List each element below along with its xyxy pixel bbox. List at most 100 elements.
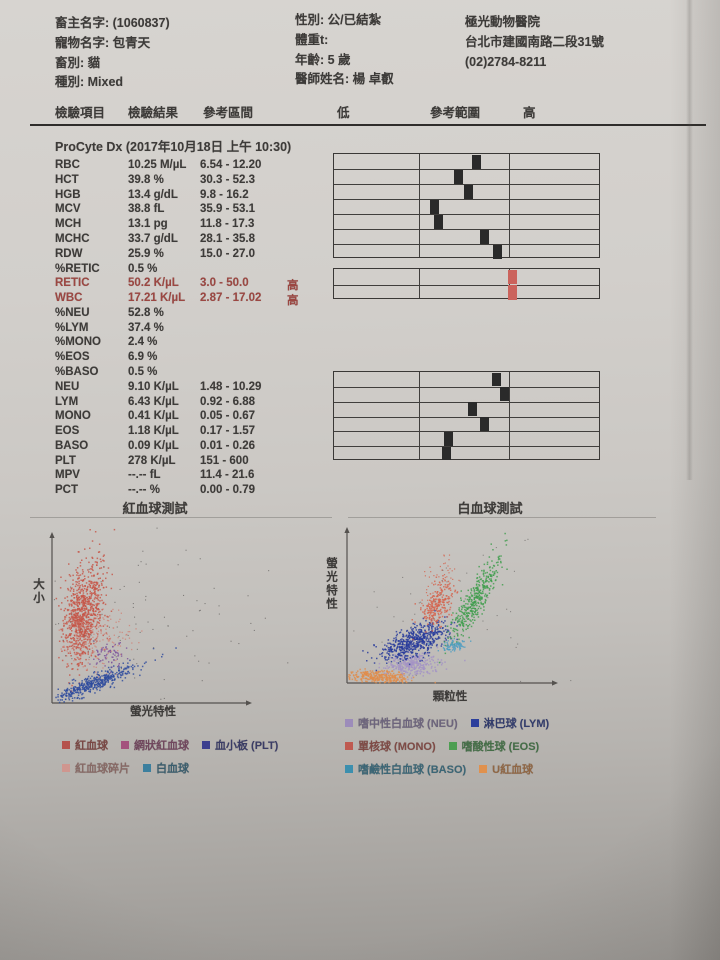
result-value: 9.10 K/µL [128,380,179,393]
param-name: HGB [55,188,81,201]
legend-chip-嗜酸性球 (EOS) [448,741,457,750]
legend-label: 嗜酸性球 (EOS) [461,740,540,753]
result-value: 13.4 g/dL [128,188,178,201]
column-header: 參考範圍 [430,106,481,120]
legend-label: 嗜中性白血球 (NEU) [358,717,458,730]
range-marker-RBC [472,154,482,169]
param-name: %RETIC [55,262,100,275]
range-grid [333,268,600,300]
grid-column-line [418,372,421,459]
result-value: 17.21 K/µL [128,292,186,304]
grid-row-line [334,431,599,433]
legend-row: 紅血球 網狀紅血球 血小板 (PLT) [62,733,291,756]
result-value: 1.18 K/µL [128,425,179,437]
param-name: LYM [55,395,79,408]
param-name: %MONO [55,336,101,349]
param-name: NEU [55,380,80,393]
result-value: 13.1 pg [128,218,168,231]
reference-range: 11.8 - 17.3 [200,218,255,231]
grid-column-line [418,269,421,298]
legend-chip-單核球 (MONO) [345,741,353,750]
result-value: 278 K/µL [128,454,176,467]
grid-row-line [334,169,599,170]
param-name: RETIC [55,277,90,290]
result-value: 52.8 % [128,306,164,319]
header-line: 極光動物醫院 [465,15,541,29]
grid-column-line [508,372,511,459]
reference-range: 0.92 - 6.88 [200,395,255,408]
wbc-scatter-title: 白血球測試 [457,501,523,516]
reference-range: 1.48 - 10.29 [200,380,262,393]
range-marker-MCV [429,199,439,214]
param-name: PLT [55,454,76,467]
param-name: RBC [55,159,80,171]
title-underline [30,517,332,518]
rbc-scatter-chart [49,527,289,706]
header-line: 年齡: 5 歲 [295,52,351,67]
header-line: 醫師姓名: 楊 卓叡 [295,72,394,87]
legend-chip-血小板 (PLT) [202,740,210,749]
column-header: 低 [337,106,350,120]
reference-range: 0.00 - 0.79 [200,484,255,497]
legend-label: 淋巴球 (LYM) [483,717,550,730]
result-value: 0.41 K/µL [128,410,179,423]
param-name: MCH [55,218,82,231]
result-value: 37.4 % [128,321,164,334]
rbc-scatter-x-label: 螢光特性 [130,706,176,718]
column-header: 參考區間 [203,106,254,120]
range-marker-WBC [507,285,517,300]
grid-row-line [334,199,599,200]
wbc-scatter-chart [344,527,572,686]
range-marker-MONO [467,402,477,416]
result-value: 25.9 % [128,247,164,260]
grid-column-line [508,154,511,257]
header-line: 台北市建國南路二段31號 [465,34,604,49]
legend-row: 嗜鹼性白血球 (BASO) U紅血球 [345,757,562,780]
reference-range: 3.0 - 50.0 [200,277,249,290]
result-value: 10.25 M/µL [128,159,187,171]
legend-row: 單核球 (MONO) 嗜酸性球 (EOS) [345,734,562,757]
cluster-rbc [55,528,116,693]
cluster-platelets [55,647,177,704]
wbc-scatter-legend: 嗜中性白血球 (NEU) 淋巴球 (LYM) 單核球 (MONO) 嗜酸性球 (EOS… [345,711,562,780]
paper-fold-shadow [686,0,693,480]
result-value: 38.8 fL [128,203,165,216]
reference-range: 35.9 - 53.1 [200,203,255,216]
column-header: 高 [523,106,536,120]
cluster-monocytes [411,569,459,641]
result-value: 2.4 % [128,336,158,349]
range-marker-LYM [499,387,509,402]
range-marker-HGB [464,184,474,199]
param-name: BASO [55,439,89,452]
high-flag: 高 [287,280,299,293]
reference-range: 9.8 - 16.2 [200,188,249,201]
cluster-lymphocytes [362,610,459,672]
cluster-basophils [428,637,472,653]
result-value: 6.43 K/µL [128,395,179,408]
cluster-scatter-noise [353,538,572,682]
param-name: WBC [55,292,83,304]
legend-chip-紅血球碎片 [62,763,70,772]
result-value: --.-- % [128,484,160,497]
range-marker-MCHC [479,229,489,244]
grid-column-line [418,154,421,257]
param-name: %LYM [55,321,89,334]
reference-range: 30.3 - 52.3 [200,173,255,186]
param-name: HCT [55,173,79,186]
legend-label: 紅血球碎片 [75,762,130,775]
param-name: MPV [55,469,80,482]
result-value: 50.2 K/µL [128,277,179,290]
cluster-wbc-sparse [53,527,289,700]
column-header: 檢驗結果 [128,106,179,120]
legend-label: U紅血球 [492,763,534,776]
param-name: %BASO [55,365,99,378]
legend-label: 血小板 (PLT) [215,739,279,752]
legend-label: 紅血球 [75,739,108,752]
range-grid [333,153,600,259]
legend-chip-嗜鹼性白血球 (BASO) [345,764,353,773]
grid-row-line [334,416,599,418]
header-divider [30,124,706,127]
range-marker-PLT [441,446,451,461]
grid-row-line [334,214,599,215]
